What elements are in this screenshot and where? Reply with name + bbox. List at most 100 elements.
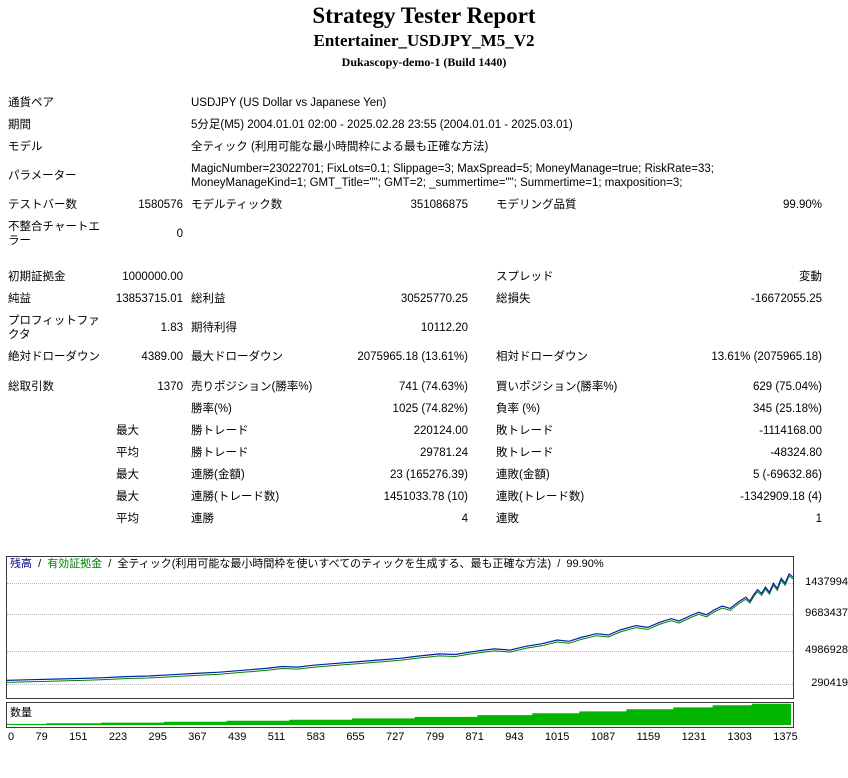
table-label-cell: 連勝(トレード数) [191,491,280,503]
table-spacer-row [8,368,825,376]
table-row: 通貨ペア USDJPY (US Dollar vs Japanese Yen) [8,92,825,114]
table-label-cell [8,442,100,464]
table-spacer-cell [8,252,825,266]
gridline [7,583,793,584]
volume-area [7,703,791,725]
table-label-cell: 期待利得 [191,322,237,334]
table-row: 総取引数 1370 売りポジション(勝率%) 741 (74.63%) 買いポジション(… [8,376,825,398]
x-axis-label: 943 [505,731,524,743]
table-label-cell [191,266,348,288]
page: { "header": { "title": "Strategy Tester … [0,3,848,778]
x-axis-label: 1015 [544,731,570,743]
table-value-cell: 220124.00 [413,425,468,437]
table-value-cell: 13853715.01 [115,293,183,305]
table-row: モデル 全ティック (利用可能な最小時間枠による最も正確な方法) [8,136,825,158]
table-row: 平均 勝トレード 29781.24 敗トレード -48324.80 [8,442,825,464]
table-label-cell [100,398,191,420]
table-value-cell: 1.83 [160,322,183,334]
table-row: パラメーター MagicNumber=23022701; FixLots=0.1;… [8,158,825,194]
y-axis-label: 9683437 [805,607,848,619]
x-axis-label: 439 [227,731,247,743]
x-axis-label: 79 [35,731,48,743]
table-row: 絶対ドローダウン 4389.00 最大ドローダウン 2075965.18 (13.61… [8,346,825,368]
table-label-cell [100,158,191,194]
volume-label: 数量 [10,707,32,719]
x-axis-label: 295 [148,731,167,743]
table-value-cell: 99.90% [783,199,823,211]
y-axis-label: 4986928 [805,644,848,656]
table-label-cell [8,420,100,442]
table-row: プロフィットファクタ 1.83 期待利得 10112.20 [8,310,825,346]
report-header: Strategy Tester Report Entertainer_USDJP… [0,3,848,70]
balance-plot [7,572,793,698]
x-axis-label: 151 [69,731,88,743]
table-value-cell: 1 [815,513,823,525]
x-axis-label: 367 [188,731,207,743]
table-row: 最大 連勝(金額) 23 (165276.39) 連敗(金額) 5 (-69632.86… [8,464,825,486]
table-label-cell [8,464,100,486]
table-value-cell: 2075965.18 (13.61%) [357,351,468,363]
table-label-cell: 勝トレード [191,425,249,437]
table-value-cell: -48324.80 [770,447,823,459]
table-label-cell: モデル [8,141,43,153]
table-label-cell: 総損失 [496,293,531,305]
table-label-cell [8,486,100,508]
table-label-cell: 連勝 [191,513,214,525]
table-label-cell: 絶対ドローダウン [8,351,100,363]
x-axis-label: 0 [8,731,15,743]
table-label-cell [100,136,191,158]
legend-balance-label: 残高 [10,558,32,570]
table-value-cell: -1342909.18 (4) [740,491,823,503]
table-label-cell: 敗トレード [496,447,554,459]
table-label-cell: 最大 [116,425,139,437]
table-label-cell: 不整合チャートエラー [8,221,100,247]
table-label-cell [476,310,646,346]
table-label-cell [191,216,825,252]
table-value-cell: 29781.24 [420,447,468,459]
table-row: 最大 連勝(トレード数) 1451033.78 (10) 連敗(トレード数) -1342… [8,486,825,508]
table-label-cell [646,310,825,346]
table-label-cell: 平均 [116,513,139,525]
table-value-cell: 1370 [157,381,183,393]
table-label-cell: 最大ドローダウン [191,351,283,363]
x-axis-label: 871 [465,731,484,743]
table-value-cell: 0 [176,228,183,240]
table-label-cell [100,114,191,136]
table-value-cell: -1114168.00 [759,425,823,437]
gridline [7,614,793,615]
table-value-cell: 351086875 [410,199,468,211]
table-label-cell: 相対ドローダウン [496,351,588,363]
table-label-cell: 最大 [116,491,139,503]
table-value-cell: 5 (-69632.86) [752,469,823,481]
table-label-cell: 5分足(M5) 2004.01.01 02:00 - 2025.02.28 23… [191,119,573,131]
report-table: 通貨ペア USDJPY (US Dollar vs Japanese Yen) 期間… [8,92,825,530]
table-spacer-cell [8,368,825,376]
x-axis-label: 1087 [590,731,616,743]
balance-curve-svg [7,572,793,683]
table-label-cell: 連勝(金額) [191,469,245,481]
table-label-cell: 期間 [8,119,31,131]
legend-separator: / [557,558,561,570]
table-label-cell: 買いポジション(勝率%) [496,381,618,393]
x-axis-label: 583 [306,731,325,743]
legend-equity-label: 有効証拠金 [47,558,103,570]
table-label-cell: プロフィットファクタ [8,315,100,341]
table-label-cell: テストバー数 [8,199,77,211]
table-label-cell: 通貨ペア [8,97,54,109]
table-label-cell: 敗トレード [496,425,554,437]
balance-chart-section: 残高 / 有効証拠金 / 全ティック(利用可能な最小時間枠を使いすべてのティック… [6,556,848,743]
table-label-cell [8,398,100,420]
table-value-cell: 1000000.00 [122,271,183,283]
x-axis-label: 655 [346,731,365,743]
chart-legend: 残高 / 有効証拠金 / 全ティック(利用可能な最小時間枠を使いすべてのティック… [7,557,793,572]
balance-chart: 残高 / 有効証拠金 / 全ティック(利用可能な最小時間枠を使いすべてのティック… [6,556,794,699]
table-value-cell: 10112.20 [420,322,468,334]
table-value-cell: 1580576 [138,199,183,211]
table-row: 平均 連勝 4 連敗 1 [8,508,825,530]
table-label-cell: 総取引数 [8,381,54,393]
table-row: 不整合チャートエラー 0 [8,216,825,252]
table-label-cell: スプレッド [496,271,554,283]
table-label-cell: 勝トレード [191,447,249,459]
x-axis-label: 223 [108,731,128,743]
table-row: 最大 勝トレード 220124.00 敗トレード -1114168.00 [8,420,825,442]
